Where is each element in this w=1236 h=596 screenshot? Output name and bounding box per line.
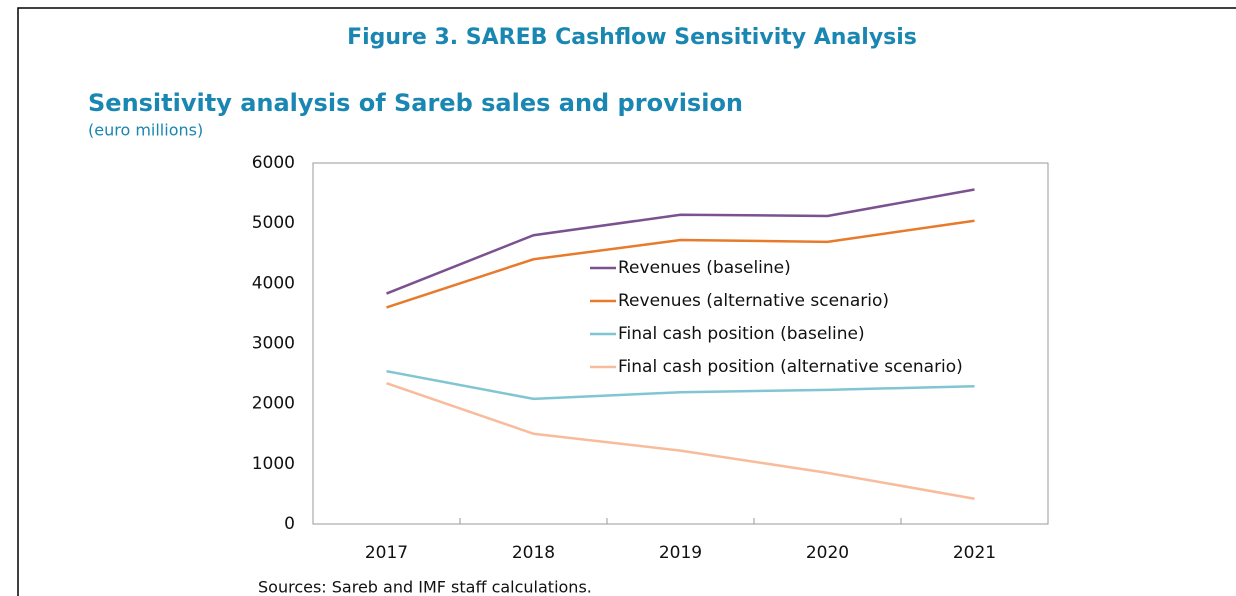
- x-tick-label: 2021: [953, 543, 996, 563]
- series-line: [386, 369, 975, 401]
- chart-subtitle: (euro millions): [88, 121, 203, 140]
- frame: [17, 7, 1236, 596]
- y-tick-label: 5000: [252, 213, 295, 233]
- series-line: [386, 219, 975, 309]
- series-line: [386, 188, 975, 295]
- series-line: [386, 382, 975, 500]
- y-tick-label: 0: [284, 514, 295, 534]
- x-tick-label: 2017: [365, 543, 408, 563]
- y-tick-label: 6000: [252, 153, 295, 173]
- legend-label: Final cash position (baseline): [618, 324, 865, 344]
- x-tick-label: 2020: [806, 543, 849, 563]
- y-tick-label: 4000: [252, 273, 295, 293]
- x-tick-label: 2018: [512, 543, 555, 563]
- source-note: Sources: Sareb and IMF staff calculation…: [258, 578, 592, 596]
- y-tick-label: 3000: [252, 334, 295, 354]
- y-tick-label: 2000: [252, 394, 295, 414]
- figure-title: Figure 3. SAREB Cashflow Sensitivity Ana…: [347, 25, 917, 50]
- legend-label: Final cash position (alternative scenari…: [618, 357, 963, 377]
- y-tick-label: 1000: [252, 454, 295, 474]
- plot-area: [312, 162, 1049, 525]
- legend-label: Revenues (alternative scenario): [618, 291, 889, 311]
- legend-label: Revenues (baseline): [618, 258, 791, 278]
- x-tick-label: 2019: [659, 543, 702, 563]
- chart-title: Sensitivity analysis of Sareb sales and …: [88, 89, 743, 117]
